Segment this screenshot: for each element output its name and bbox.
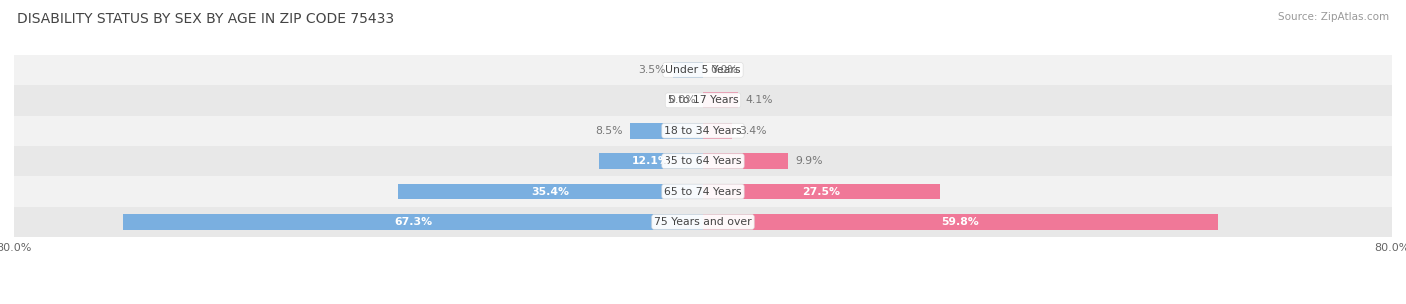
Text: Source: ZipAtlas.com: Source: ZipAtlas.com [1278, 12, 1389, 22]
Bar [14, 207, 1392, 237]
Text: 35.4%: 35.4% [531, 187, 569, 196]
Bar [703, 123, 733, 139]
Bar [703, 92, 738, 108]
Text: 12.1%: 12.1% [631, 156, 669, 166]
Text: 4.1%: 4.1% [745, 95, 773, 105]
Bar [14, 55, 1392, 85]
Text: 65 to 74 Years: 65 to 74 Years [664, 187, 742, 196]
Bar [703, 214, 1218, 230]
Text: Under 5 Years: Under 5 Years [665, 65, 741, 75]
Bar [14, 176, 1392, 207]
Text: DISABILITY STATUS BY SEX BY AGE IN ZIP CODE 75433: DISABILITY STATUS BY SEX BY AGE IN ZIP C… [17, 12, 394, 26]
Text: 8.5%: 8.5% [595, 126, 623, 136]
Text: 67.3%: 67.3% [394, 217, 432, 227]
Text: 9.9%: 9.9% [796, 156, 823, 166]
Bar [398, 184, 703, 199]
Text: 18 to 34 Years: 18 to 34 Years [664, 126, 742, 136]
Bar [673, 62, 703, 78]
Bar [14, 116, 1392, 146]
Text: 3.4%: 3.4% [740, 126, 766, 136]
Text: 75 Years and over: 75 Years and over [654, 217, 752, 227]
Text: 59.8%: 59.8% [942, 217, 980, 227]
Text: 35 to 64 Years: 35 to 64 Years [664, 156, 742, 166]
Bar [124, 214, 703, 230]
Bar [14, 146, 1392, 176]
Bar [703, 153, 789, 169]
Text: 3.5%: 3.5% [638, 65, 666, 75]
Bar [630, 123, 703, 139]
Bar [703, 184, 939, 199]
Bar [599, 153, 703, 169]
Text: 0.0%: 0.0% [668, 95, 696, 105]
Text: 5 to 17 Years: 5 to 17 Years [668, 95, 738, 105]
Bar [14, 85, 1392, 116]
Text: 27.5%: 27.5% [803, 187, 841, 196]
Text: 0.0%: 0.0% [710, 65, 738, 75]
